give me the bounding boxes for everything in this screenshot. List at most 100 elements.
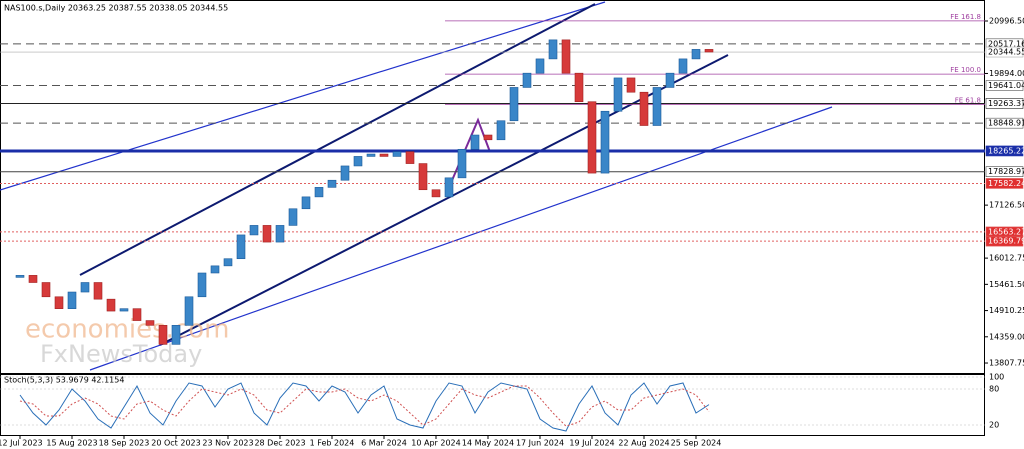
- x-tick-label: 22 Aug 2024: [618, 439, 669, 448]
- candle: [457, 148, 467, 179]
- candle: [119, 308, 129, 312]
- fe-label: FE 161.8: [950, 13, 981, 21]
- fe-label: FE 61.8: [955, 96, 981, 104]
- fe-label: FE 100.0: [950, 66, 981, 74]
- main-panel: [0, 0, 985, 374]
- y-tick-label: 17126.50: [989, 201, 1024, 210]
- candle: [704, 49, 714, 53]
- level-label-box: [985, 46, 1024, 58]
- candle: [106, 298, 116, 312]
- level-label: 16563.27: [988, 227, 1024, 236]
- level-label-box: [985, 80, 1024, 91]
- candle: [691, 49, 701, 60]
- stoch-line: [19, 385, 710, 427]
- candle: [158, 325, 168, 345]
- level-label: 18265.22: [988, 146, 1024, 155]
- level-label: 17582.24: [988, 179, 1024, 188]
- channel-line: [79, 3, 596, 276]
- y-tick-label: 14910.25: [989, 306, 1024, 315]
- level-label: 19641.04: [988, 81, 1024, 90]
- watermark: economies.com: [25, 315, 229, 345]
- level-label-box: [985, 98, 1024, 109]
- candle: [275, 225, 285, 243]
- candle: [132, 308, 142, 321]
- candle: [15, 275, 25, 278]
- y-tick-label: 14359.00: [989, 332, 1024, 341]
- candle: [197, 272, 207, 298]
- candle: [301, 196, 311, 210]
- x-tick-label: 1 Feb 2024: [310, 439, 355, 448]
- candle: [80, 282, 90, 293]
- x-tick-label: 6 Mar 2024: [361, 439, 407, 448]
- candle: [444, 177, 454, 198]
- level-label: 16369.79: [988, 237, 1024, 246]
- x-tick-label: 20 Oct 2023: [151, 439, 200, 448]
- candle: [431, 189, 441, 198]
- candle: [600, 110, 610, 174]
- candle: [626, 77, 636, 93]
- level-label-box: [985, 145, 1024, 157]
- y-tick-label: 20996.50: [989, 17, 1024, 26]
- candle: [210, 265, 220, 274]
- y-tick-label: 100: [989, 373, 1004, 382]
- candle: [470, 134, 480, 150]
- x-tick-label: 25 Sep 2024: [671, 439, 722, 448]
- x-tick-label: 12 Jul 2023: [0, 439, 43, 448]
- candle: [678, 58, 688, 74]
- y-tick-label: 13807.75: [989, 359, 1024, 368]
- candle: [574, 72, 584, 103]
- candle: [587, 101, 597, 174]
- candle: [548, 39, 558, 60]
- level-label: 19263.37: [988, 99, 1024, 108]
- level-label: 20344.55: [988, 48, 1024, 57]
- x-tick-label: 14 May 2024: [462, 439, 514, 448]
- x-tick-label: 15 Aug 2023: [46, 439, 97, 448]
- candle: [54, 296, 64, 309]
- candle: [327, 179, 337, 188]
- y-tick-label: 20: [989, 421, 999, 430]
- candle: [379, 153, 389, 157]
- candle: [171, 325, 181, 345]
- x-tick-label: 23 Nov 2023: [202, 439, 253, 448]
- level-label-box: [985, 166, 1024, 178]
- stoch-line: [19, 382, 710, 432]
- candle: [418, 163, 428, 191]
- channel-line: [0, 1, 606, 191]
- stoch-panel: [0, 374, 985, 436]
- x-tick-label: 28 Dec 2023: [254, 439, 305, 448]
- candle: [236, 234, 246, 260]
- watermark: FxNewsToday: [40, 340, 202, 368]
- x-tick-label: 17 Jun 2024: [516, 439, 564, 448]
- candle: [392, 151, 402, 157]
- level-label-box: [985, 235, 1024, 247]
- candle: [145, 320, 155, 326]
- level-label-box: [985, 117, 1024, 129]
- y-tick-label: 16012.75: [989, 254, 1024, 263]
- candle: [652, 87, 662, 126]
- candle: [366, 153, 376, 157]
- candle: [639, 91, 649, 126]
- candle: [509, 87, 519, 122]
- level-label: 20517.16: [988, 39, 1024, 48]
- candle: [405, 151, 415, 164]
- stoch-title: Stoch(5,3,3) 53.9679 42.1154: [4, 376, 124, 385]
- candle: [67, 291, 77, 309]
- y-tick-label: 19894.00: [989, 69, 1024, 78]
- wave-line: [446, 117, 491, 193]
- candle: [496, 120, 506, 141]
- x-tick-label: 10 Apr 2024: [411, 439, 460, 448]
- x-tick-label: 18 Sep 2023: [99, 439, 150, 448]
- candle: [41, 282, 51, 298]
- candle: [28, 275, 38, 283]
- candle: [483, 134, 493, 141]
- candle: [340, 165, 350, 181]
- candle: [223, 258, 233, 267]
- candle: [561, 39, 571, 74]
- candle: [314, 187, 324, 198]
- level-label: 17828.97: [988, 167, 1024, 176]
- level-label-box: [985, 178, 1024, 189]
- candle: [665, 72, 675, 88]
- candle: [93, 282, 103, 300]
